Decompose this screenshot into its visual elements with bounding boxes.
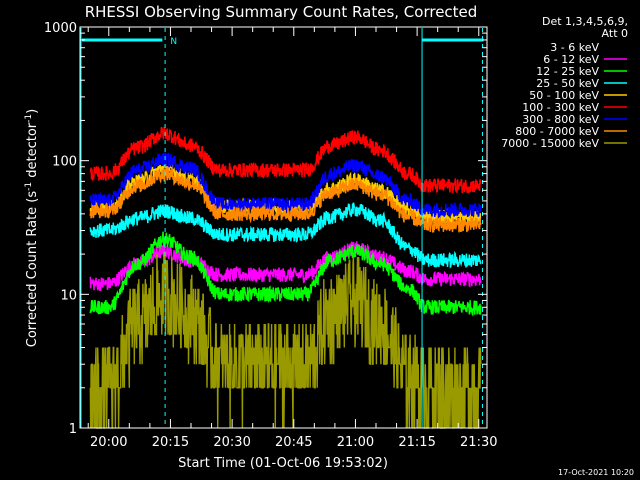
legend-header-line-2: Att 0 xyxy=(602,27,628,40)
night-marker-label: N xyxy=(170,37,177,47)
legend-label: 3 - 6 keV xyxy=(550,41,599,54)
series-line-3 xyxy=(89,231,482,317)
x-tick-label: 21:30 xyxy=(460,435,497,450)
series-line-9 xyxy=(89,251,482,429)
y-axis-title: Corrected Count Rate (s-1 detector-1) xyxy=(24,109,40,347)
x-tick-label: 20:15 xyxy=(152,435,189,450)
legend-label: 6 - 12 keV xyxy=(543,53,599,66)
series-line-2 xyxy=(89,241,482,292)
x-axis-title: Start Time (01-Oct-06 19:53:02) xyxy=(178,456,388,471)
chart-title: RHESSI Observing Summary Count Rates, Co… xyxy=(85,3,478,21)
x-tick-label: 21:00 xyxy=(337,435,374,450)
series-line-7 xyxy=(89,152,482,220)
legend-label: 300 - 800 keV xyxy=(522,113,599,126)
series-line-6 xyxy=(89,126,482,194)
y-tick-label: 1 xyxy=(69,422,77,437)
x-tick-label: 21:15 xyxy=(398,435,435,450)
date-stamp: 17-Oct-2021 10:20 xyxy=(558,468,634,477)
y-tick-label: 10 xyxy=(60,288,77,303)
legend-label: 800 - 7000 keV xyxy=(515,125,599,138)
axes: 1 10 100 1000 20:00 20:15 20:30 20:45 21:00 21:15… xyxy=(44,21,498,450)
y-tick-label: 1000 xyxy=(44,21,77,36)
series-line-4 xyxy=(89,202,482,269)
x-tick-label: 20:00 xyxy=(90,435,127,450)
legend-label: 25 - 50 keV xyxy=(536,77,599,90)
plot-frame xyxy=(79,26,488,429)
legend-header-line-1: Det 1,3,4,5,6,9, xyxy=(542,15,628,28)
plot-area: N xyxy=(80,28,484,429)
y-tick-label: 100 xyxy=(52,155,77,170)
legend-label: 50 - 100 keV xyxy=(529,89,599,102)
legend-label: 7000 - 15000 keV xyxy=(501,137,599,150)
x-tick-label: 20:45 xyxy=(275,435,312,450)
series-line-8 xyxy=(89,166,482,233)
legend-label: 100 - 300 keV xyxy=(522,101,599,114)
legend-label: 12 - 25 keV xyxy=(536,65,599,78)
x-tick-label: 20:30 xyxy=(213,435,250,450)
